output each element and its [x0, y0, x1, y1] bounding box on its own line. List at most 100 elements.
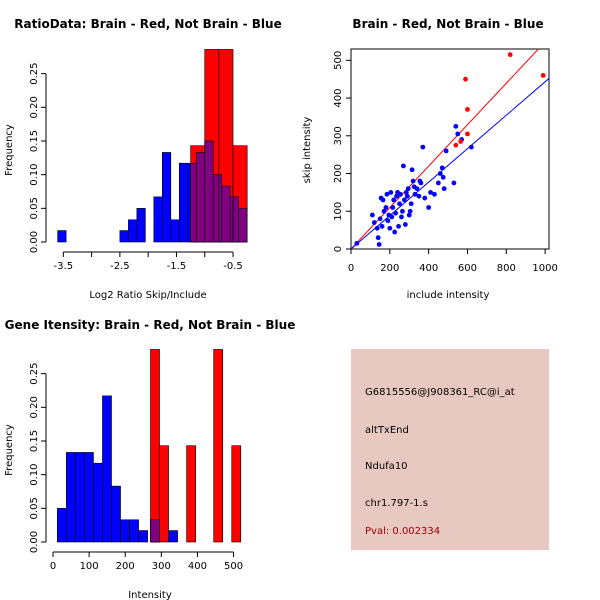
scatter-chart-title: Brain - Red, Not Brain - Blue [352, 17, 543, 31]
notbrain-point [409, 167, 415, 173]
ratio-x-tick-label: -3.5 [54, 261, 74, 272]
ratio-y-tick-label: 0.20 [29, 96, 40, 118]
scatter-plot-box [350, 48, 550, 250]
notbrain-point [437, 171, 443, 176]
notbrain-point [380, 197, 386, 203]
gene-y-tick-label: 0.20 [29, 396, 40, 418]
gene-notbrain-bar [75, 452, 85, 543]
notbrain-point [391, 197, 397, 203]
event-type: altTxEnd [365, 425, 409, 436]
notbrain-point [422, 195, 428, 201]
scatter-x-tick-label: 600 [458, 263, 477, 274]
ratio-overlap-bar [212, 174, 220, 243]
ratio-overlap-bar [238, 208, 248, 243]
notbrain-point [396, 223, 401, 229]
notbrain-point [468, 144, 474, 150]
scatter-x-label: include intensity [407, 290, 490, 301]
ratio-notbrain-bar [136, 208, 146, 243]
brain-point [540, 73, 546, 78]
ratio-y-tick-label: 0.15 [29, 130, 40, 152]
gene-x-tick-label: 300 [152, 561, 171, 572]
ratio-overlap-bar [221, 185, 231, 243]
ratio-chart-title: RatioData: Brain - Red, Not Brain - Blue [14, 17, 281, 31]
gene-y-label: Frequency [4, 424, 15, 476]
notbrain-point [381, 208, 387, 214]
scatter-y-tick-label: 0 [333, 246, 344, 252]
notbrain-point [428, 189, 433, 195]
notbrain-point [377, 216, 383, 222]
notbrain-point [401, 163, 406, 169]
gene-notbrain-bar [93, 462, 103, 543]
notbrain-point [410, 178, 416, 184]
notbrain-point [441, 186, 447, 192]
notbrain-point [390, 205, 396, 210]
gene-notbrain-bar [129, 519, 139, 543]
ratio-overlap-bar [218, 174, 223, 243]
brain-point [465, 106, 470, 112]
notbrain-point [394, 193, 400, 199]
ratio-x-tick-label: -1.5 [167, 261, 187, 272]
ratio-overlap-bar [190, 162, 197, 243]
gene-x-tick-label: 0 [50, 561, 56, 572]
brain-point [453, 142, 459, 148]
scatter-x-tick-label: 800 [497, 263, 516, 274]
ratio-histogram: RatioData: Brain - Red, Not Brain - Blue… [4, 17, 282, 301]
notbrain-point [451, 180, 457, 186]
scatter-y-tick-label: 400 [333, 89, 344, 108]
gene-brain-bar [150, 349, 160, 543]
notbrain-point [432, 191, 437, 197]
ratio-y-tick-label: 0.25 [29, 63, 40, 85]
gene-notbrain-bar [84, 452, 94, 543]
scatter-y-tick-label: 500 [333, 51, 344, 70]
gene-y-tick-label: 0.05 [29, 497, 40, 519]
notbrain-point [426, 205, 432, 210]
gene-notbrain-bar [66, 452, 76, 543]
gene-y-tick-label: 0.25 [29, 363, 40, 385]
probe-info-panel: G6815556@J908361_RC@i_at altTxEnd Ndufa1… [351, 349, 549, 550]
gene-brain-bar [213, 349, 224, 543]
notbrain-point [384, 191, 390, 197]
scatter-x-tick-label: 200 [380, 263, 399, 274]
notbrain-point [369, 212, 375, 218]
notbrain-point [418, 180, 424, 186]
notbrain-point [402, 222, 408, 227]
notbrain-point [420, 144, 426, 150]
probe-id: G6815556@J908361_RC@i_at [365, 387, 515, 398]
ratio-x-tick-label: -2.5 [110, 261, 130, 272]
gene-notbrain-bar [168, 530, 178, 543]
scatter-y-tick-label: 200 [333, 164, 344, 183]
gene-intensity-histogram: Gene Itensity: Brain - Red, Not Brain - … [4, 318, 295, 600]
notbrain-point [408, 201, 414, 207]
ratio-y-tick-label: 0.10 [29, 164, 40, 186]
ratio-y-tick-label: 0.05 [29, 197, 40, 219]
ratio-overlap-bar [195, 152, 206, 243]
notbrain-point [387, 225, 393, 231]
notbrain-point [398, 191, 403, 197]
ratio-y-label: Frequency [4, 124, 15, 176]
gene-notbrain-bar [138, 530, 148, 543]
gene-notbrain-bar [120, 519, 130, 543]
notbrain-point [400, 208, 405, 214]
notbrain-point [403, 189, 409, 195]
scatter-x-tick-label: 0 [348, 263, 354, 274]
notbrain-point [354, 240, 360, 246]
gene-overlap-bar [150, 519, 160, 543]
notbrain-point [399, 214, 404, 220]
ratio-notbrain-bar [162, 152, 172, 243]
scatter-x-tick-label: 1000 [532, 263, 557, 274]
gene-chart-title: Gene Itensity: Brain - Red, Not Brain - … [5, 318, 296, 332]
gene-x-tick-label: 100 [80, 561, 99, 572]
notbrain-point [412, 191, 418, 197]
notbrain-point [401, 197, 407, 203]
brain-point [507, 52, 513, 58]
brain-point [458, 139, 464, 144]
notbrain-point [389, 214, 395, 220]
gene-notbrain-bar [102, 395, 112, 543]
ratio-x-tick-label: -0.5 [223, 261, 243, 272]
ratio-notbrain-bar [153, 196, 163, 243]
gene-y-tick-label: 0.10 [29, 464, 40, 486]
gene-name: Ndufa10 [365, 461, 408, 472]
scatter-y-label: skip intensity [302, 117, 313, 184]
notbrain-point [406, 212, 412, 218]
